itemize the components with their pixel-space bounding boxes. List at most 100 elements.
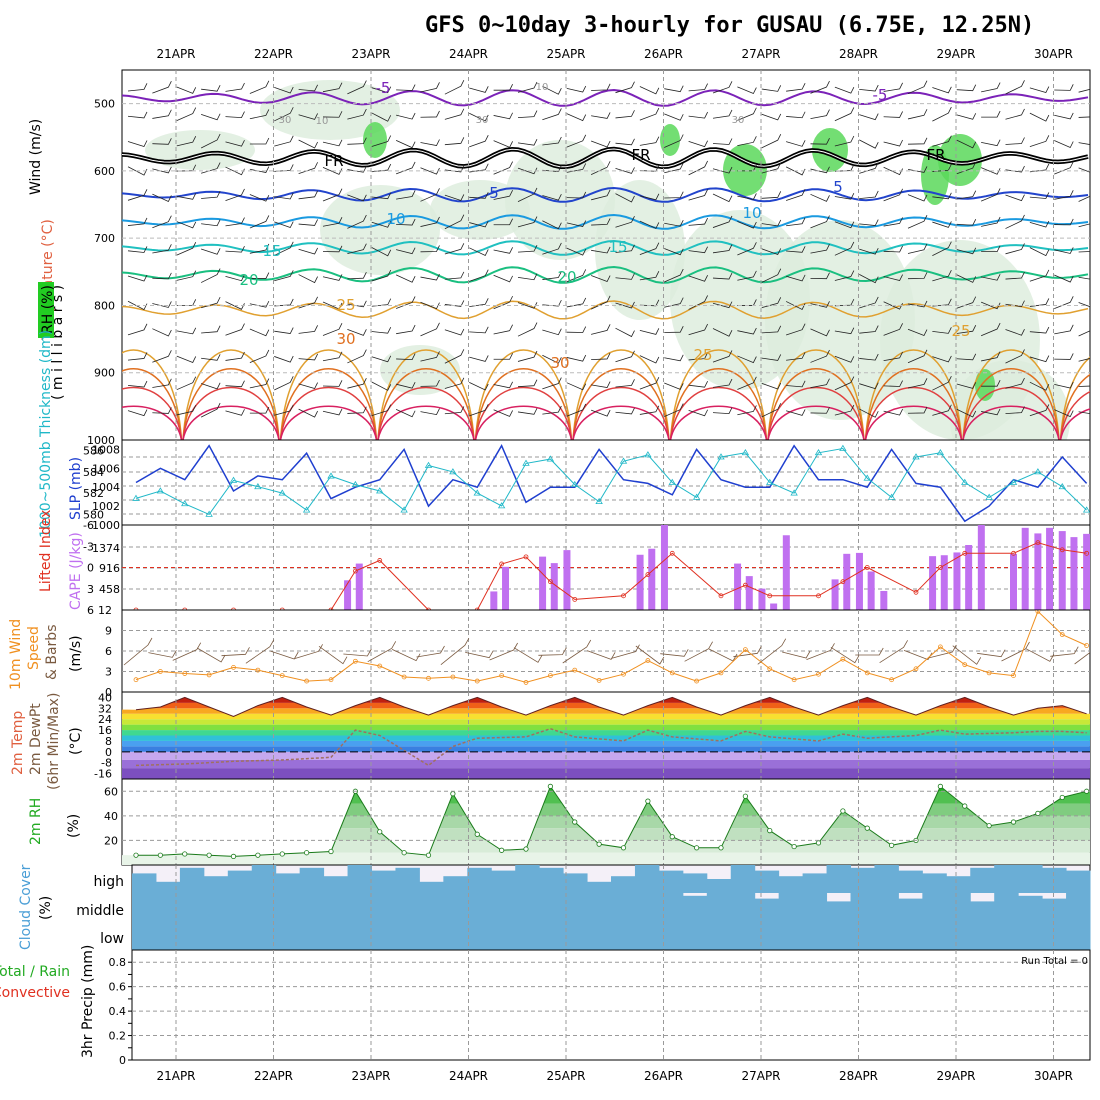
contour-label: 20 [557,268,576,286]
upper-wind-barb [1054,84,1074,91]
wind-speed-line-marker [182,671,188,676]
rh-marker [133,852,139,858]
wind-speed-line-marker [133,677,139,683]
cloud-bar [563,893,588,921]
cloud-bar [587,921,612,950]
upper-wind-barb [444,214,465,230]
upper-wind-barb [1005,214,1025,229]
upper-wind-barb [249,378,270,389]
cloud-bar [395,921,420,950]
upper-wind-barb [664,326,684,333]
upper-wind-barb [201,296,221,309]
wind-barb-10m [586,650,616,660]
wind-barb-10m [416,645,445,658]
wind-barb-10m [1050,646,1079,657]
cloud-bar [994,921,1019,950]
upper-wind-barb [615,327,635,338]
upper-wind-barb [688,352,708,361]
upper-wind-barb [1054,274,1074,283]
cloud-bar [946,921,971,950]
cape-bar [758,588,766,610]
contour-35-arch [182,386,280,440]
upper-wind-barb [493,409,513,417]
wind-barb-10m [1025,648,1055,662]
cloud-bar [275,893,301,921]
upper-wind-barb [1005,271,1025,280]
upper-wind-barb [712,193,733,203]
upper-wind-barb [176,135,197,147]
upper-wind-barb [810,301,830,308]
upper-wind-barb [347,328,367,336]
wind-barbs-upper [127,80,1090,418]
cloud-bar [874,893,899,921]
precip-panel: 0.8 0.6 0.4 0.2 0 Run Total = 0 Total / Rain… [0,945,1091,1067]
cloud-bar [587,881,612,893]
temp-tick-label: 24 [98,713,112,726]
upper-wind-barb [493,353,513,360]
cape-bar [867,571,875,610]
upper-wind-barb [176,221,197,229]
thickness-tick-label: 580 [83,508,104,521]
cloud-bar [994,865,1019,893]
rh-marker [304,850,310,856]
wind-barb-10m [391,648,421,662]
upper-wind-barb [1078,385,1090,387]
cloud-bar [658,921,684,950]
wind-ylabel-10m: 10m Wind [8,619,24,690]
upper-wind-barb [200,248,221,255]
upper-wind-barb [737,376,757,390]
upper-wind-barb [444,271,465,280]
cape-bar [843,553,851,610]
temp-band [122,724,1090,731]
upper-wind-barb [566,354,587,362]
wind-barb-10m [440,638,470,665]
cloud-bar [826,901,851,921]
precip-tick-label: 0 [119,1054,126,1067]
contour-minus5 [122,88,1089,107]
upper-wind-barb [127,323,148,336]
upper-wind-barb [225,274,245,282]
upper-wind-barb [542,405,562,415]
upper-wind-barb [1029,192,1050,199]
upper-wind-barb [956,325,977,334]
upper-wind-barb [517,187,538,203]
contour-30-arch [864,368,963,440]
upper-wind-barb [127,352,148,361]
temp-ylabel-temp: 2m Temp [10,711,26,775]
upper-wind-barb [249,328,270,337]
rh-shade-strong [812,128,848,172]
wind-barb-10m [489,642,518,661]
upper-wind-barb [225,139,245,147]
thickness-line-marker [1082,506,1090,513]
contour-label: 10 [316,116,329,127]
wind-barb-10m [123,637,153,666]
upper-wind-barb [1054,296,1074,309]
upper-wind-barb [298,139,318,149]
upper-wind-barb [639,328,660,335]
upper-wind-barb [639,136,660,146]
upper-wind-barb [493,274,513,283]
upper-wind-barb [688,381,708,388]
upper-wind-barb [249,406,270,414]
upper-wind-barb [493,295,513,310]
precip-grid [128,950,1090,1061]
upper-wind-barb [859,353,879,361]
upper-wind-barb [712,81,733,94]
upper-wind-barb [274,270,294,282]
upper-wind-barb [127,380,148,388]
upper-wind-barb [932,86,952,94]
cloud-bar [682,895,708,921]
upper-wind-barb [591,324,611,335]
contour-35-arch [279,386,378,440]
cloud-bar [347,921,372,950]
upper-wind-barb [420,351,440,362]
upper-wind-barb [542,220,562,230]
cape-bar [1046,527,1054,610]
cloud-bar [467,867,492,893]
upper-wind-barb [981,245,1001,253]
upper-wind-barb [737,86,757,95]
upper-wind-barb [1078,411,1090,415]
upper-wind-barb [274,86,294,94]
lifted-index-line-marker [474,607,480,610]
